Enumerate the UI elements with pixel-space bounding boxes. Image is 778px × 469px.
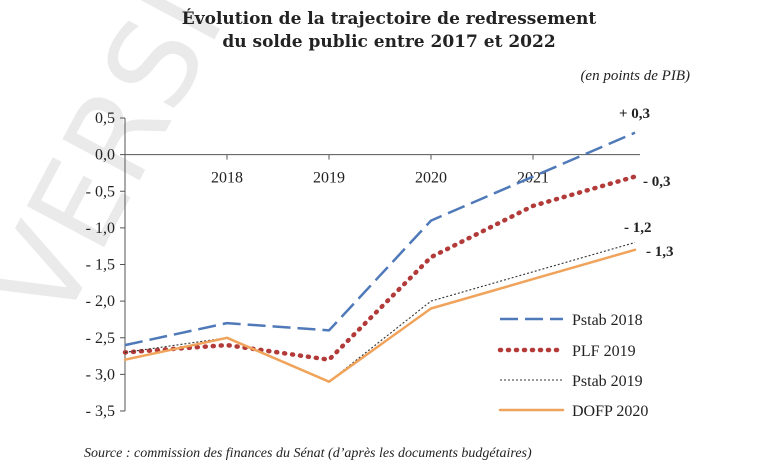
legend-label: Pstab 2019: [572, 373, 643, 390]
y-tick-label: 0,5: [95, 110, 115, 127]
series-line: [122, 174, 638, 362]
unit-label: (en points de PIB): [580, 68, 690, 84]
legend-label: DOFP 2020: [572, 403, 648, 420]
y-tick-label: - 2,0: [86, 293, 115, 310]
end-value-label: + 0,3: [619, 106, 650, 122]
y-tick-label: 0,0: [95, 147, 115, 164]
y-tick-label: - 1,0: [86, 220, 115, 237]
y-tick-label: - 0,5: [86, 183, 115, 200]
series-group: [122, 131, 638, 383]
series-line: [123, 248, 637, 383]
x-tick-label: 2019: [313, 170, 345, 187]
source-note: Source : commission des finances du Séna…: [84, 446, 532, 461]
y-tick-label: - 3,0: [86, 366, 115, 383]
chart-title-line-1: Évolution de la trajectoire de redressem…: [182, 8, 597, 29]
legend-background: [478, 296, 692, 426]
end-labels-group: + 0,3 - 0,3 - 1,2 - 1,3: [619, 106, 674, 260]
end-value-label: - 1,2: [624, 220, 652, 236]
y-tick-label: - 2,5: [86, 330, 115, 347]
legend-label: PLF 2019: [572, 343, 636, 360]
series-line: [124, 131, 636, 347]
end-value-label: - 1,3: [646, 244, 674, 260]
y-tick-label: - 1,5: [86, 257, 115, 274]
x-tick-label: 2020: [415, 170, 447, 187]
y-tick-label: - 3,5: [86, 403, 115, 420]
legend: Pstab 2018 PLF 2019 Pstab 2019 DOFP 2020: [497, 312, 648, 420]
x-tick-label: 2018: [211, 170, 243, 187]
chart-title-line-2: du solde public entre 2017 et 2022: [222, 32, 555, 52]
end-value-label: - 0,3: [643, 174, 671, 190]
legend-label: Pstab 2018: [572, 312, 643, 329]
